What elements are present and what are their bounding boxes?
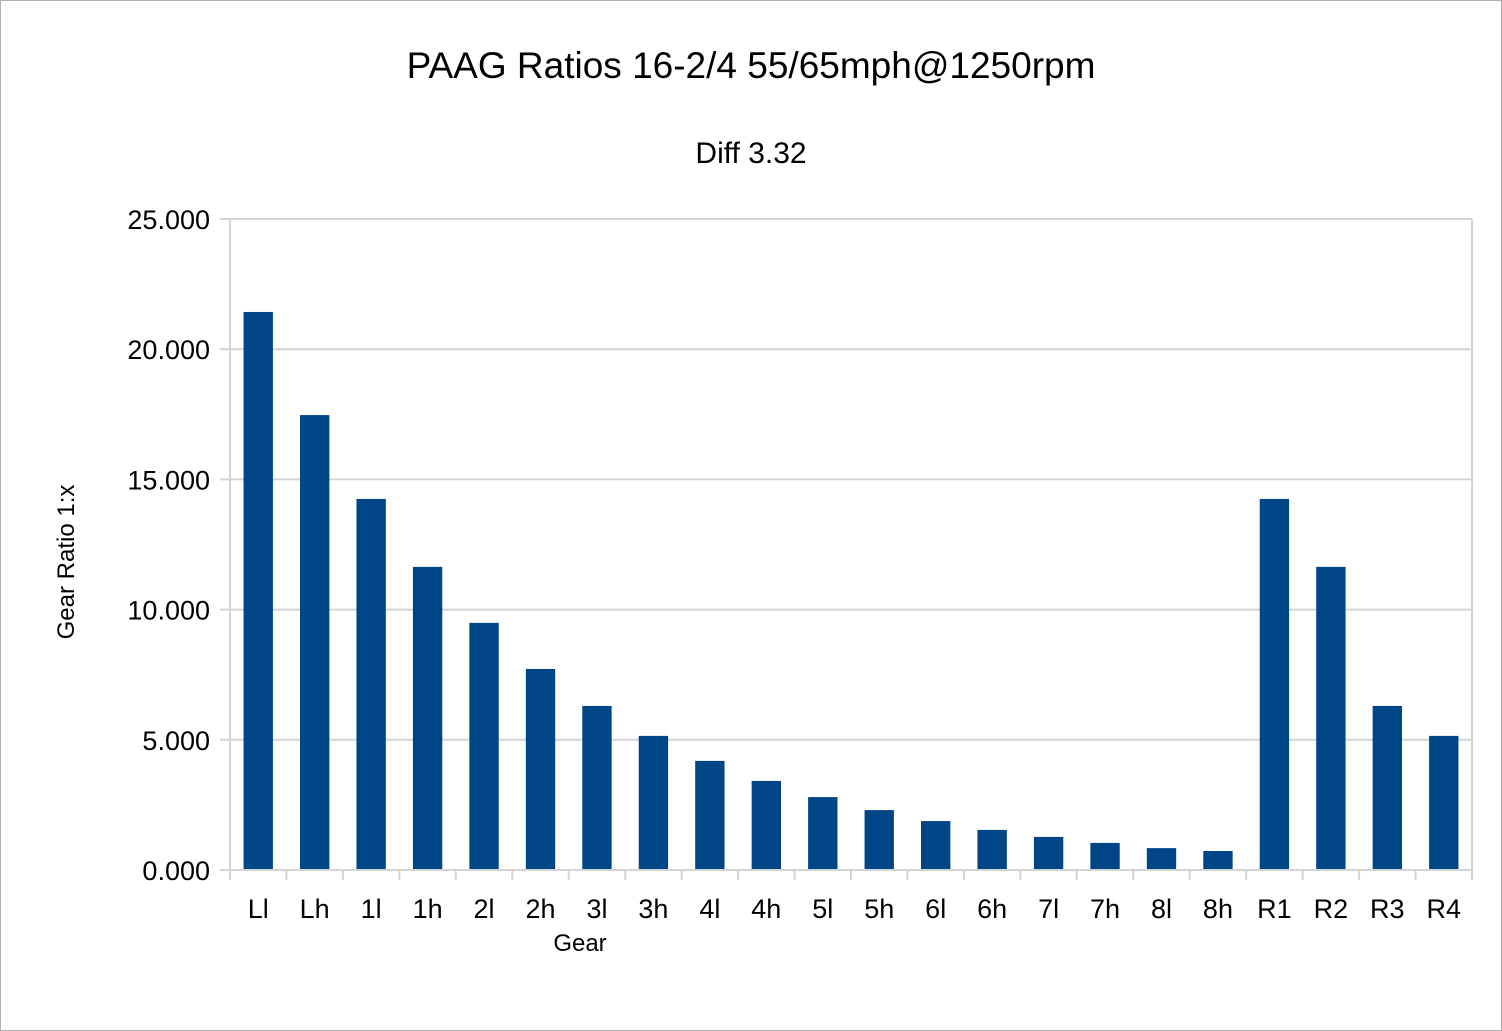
bar-1h [412, 566, 443, 870]
x-tick-label: 7h [1090, 894, 1120, 924]
x-tick-label: R2 [1314, 894, 1349, 924]
bar-5l [808, 797, 838, 870]
x-tick-label: 6l [925, 894, 946, 924]
bar-R1 [1259, 498, 1290, 870]
x-tick-label: 3h [638, 894, 668, 924]
bar-8h [1203, 850, 1233, 870]
x-tick-label: Ll [248, 894, 269, 924]
x-tick-label: 8l [1151, 894, 1172, 924]
x-tick-label: 5h [864, 894, 894, 924]
bar-2l [469, 622, 499, 870]
x-tick-label: 1h [413, 894, 443, 924]
x-tick-label: Lh [300, 894, 330, 924]
x-tick-label: 6h [977, 894, 1007, 924]
x-tick-label: 2h [525, 894, 555, 924]
x-tick-label: 4h [751, 894, 781, 924]
x-tick-label: R3 [1370, 894, 1405, 924]
y-tick-label: 5.000 [142, 726, 210, 756]
y-tick-label: 15.000 [127, 465, 210, 495]
x-tick-label: R1 [1257, 894, 1292, 924]
x-tick-label: R4 [1427, 894, 1462, 924]
bar-Lh [300, 415, 330, 870]
bar-Ll [243, 311, 273, 871]
bar-R2 [1316, 566, 1346, 870]
x-tick-label: 4l [699, 894, 720, 924]
x-tick-label: 7l [1038, 894, 1059, 924]
y-tick-label: 0.000 [142, 856, 210, 886]
bar-8l [1146, 848, 1177, 870]
y-tick-label: 10.000 [127, 596, 210, 626]
y-tick-label: 25.000 [127, 205, 210, 235]
chart-title: PAAG Ratios 16-2/4 55/65mph@1250rpm [406, 45, 1096, 86]
bar-R3 [1372, 705, 1402, 870]
y-axis-label: Gear Ratio 1:x [53, 485, 80, 640]
chart-subtitle: Diff 3.32 [695, 137, 807, 170]
bar-4h [751, 780, 781, 870]
x-tick-label: 1l [361, 894, 382, 924]
bar-3l [582, 705, 612, 870]
bar-5h [864, 810, 894, 870]
bar-1l [356, 498, 386, 870]
bar-R4 [1429, 735, 1459, 870]
bar-2h [525, 668, 556, 870]
bar-7h [1090, 842, 1120, 870]
x-tick-label: 8h [1203, 894, 1233, 924]
bar-6l [921, 821, 951, 870]
x-axis-label: Gear [553, 930, 606, 957]
bar-3h [638, 735, 669, 870]
x-tick-label: 5l [812, 894, 833, 924]
bar-4l [695, 760, 725, 870]
x-tick-label: 3l [586, 894, 607, 924]
y-tick-label: 20.000 [127, 335, 210, 365]
bar-7l [1033, 836, 1064, 870]
x-tick-label: 2l [474, 894, 495, 924]
bar-6h [977, 829, 1007, 870]
